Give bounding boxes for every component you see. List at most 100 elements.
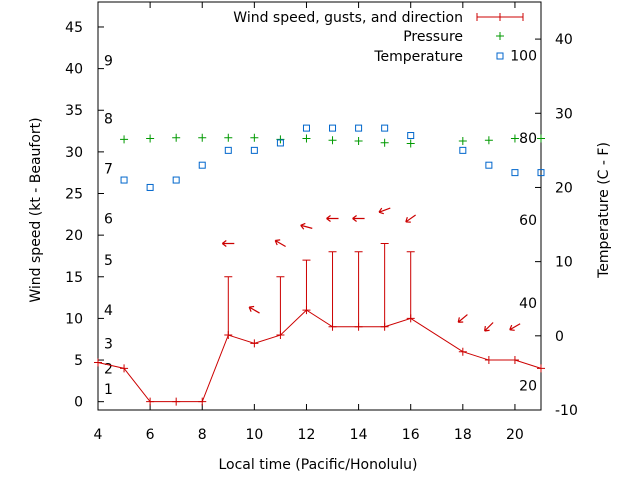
wind-direction-arrow xyxy=(248,305,260,314)
y-right-tick-label: 10 xyxy=(555,255,573,271)
pressure-point xyxy=(224,133,233,142)
pressure-point xyxy=(484,136,493,145)
pressure-point xyxy=(172,133,181,142)
x-tick-label: 8 xyxy=(198,427,207,443)
temperature-point xyxy=(485,161,493,169)
pressure-point xyxy=(302,134,311,143)
legend-swatch-wind xyxy=(476,13,524,21)
pressure-point xyxy=(510,134,519,143)
x-tick-label: 14 xyxy=(350,427,368,443)
wind-speed-point xyxy=(250,339,259,348)
temperature-point xyxy=(172,176,180,184)
wind-gust-bar xyxy=(328,251,337,327)
wind-gust-bar xyxy=(406,251,415,319)
temperature-point xyxy=(146,183,154,191)
wind-gust-bar xyxy=(224,276,233,336)
pressure-point xyxy=(354,137,363,146)
temperature-point xyxy=(459,146,467,154)
y-right-tick-label: 20 xyxy=(555,180,573,196)
y-left-tick-label: 15 xyxy=(65,270,83,286)
temperature-point xyxy=(250,146,258,154)
y-axis-left-label: Wind speed (kt - Beaufort) xyxy=(28,117,44,302)
pressure-point xyxy=(406,139,415,148)
wind-speed-point xyxy=(510,356,519,365)
wind-direction-arrow xyxy=(352,215,365,222)
y-left-tick-label: 30 xyxy=(65,145,83,161)
series-layer xyxy=(94,124,545,406)
y-right-tick-label: 0 xyxy=(555,329,564,345)
wind-speed-point xyxy=(94,358,102,367)
beaufort-label: 5 xyxy=(104,253,113,269)
beaufort-label: 4 xyxy=(104,303,113,319)
y-left-tick-label: 0 xyxy=(74,395,83,411)
beaufort-label: 8 xyxy=(104,112,113,128)
fahrenheit-label: 40 xyxy=(519,296,537,312)
pressure-point xyxy=(328,136,337,145)
wind-direction-arrow xyxy=(405,214,416,223)
legend-label-wind: Wind speed, gusts, and direction xyxy=(233,10,463,26)
pressure-point xyxy=(146,134,155,143)
y-axis-right-label: Temperature (C - F) xyxy=(596,142,612,279)
wind-direction-arrow xyxy=(509,323,521,331)
wind-gust-bar xyxy=(354,251,363,327)
wind-direction-arrow xyxy=(378,207,391,215)
beaufort-label: 6 xyxy=(104,211,113,227)
beaufort-label: 3 xyxy=(104,336,113,352)
legend-swatch-pressure xyxy=(496,32,504,40)
wind-speed-point xyxy=(120,364,129,373)
x-tick-label: 6 xyxy=(146,427,155,443)
pressure-point xyxy=(198,133,207,142)
temperature-point xyxy=(511,169,519,177)
y-left-tick-label: 5 xyxy=(74,353,83,369)
x-axis-label: Local time (Pacific/Honolulu) xyxy=(218,457,417,473)
y-right-tick-label: -10 xyxy=(555,403,578,419)
y-left-tick-label: 45 xyxy=(65,20,83,36)
wind-speed-point xyxy=(172,397,181,406)
y-left-tick-label: 35 xyxy=(65,103,83,119)
wind-direction-arrow xyxy=(274,239,286,247)
wind-gust-bar xyxy=(302,259,311,311)
wind-speed-point xyxy=(458,347,467,356)
fahrenheit-label: 100 xyxy=(510,48,537,64)
pressure-point xyxy=(458,137,467,146)
fahrenheit-label: 80 xyxy=(519,131,537,147)
pressure-point xyxy=(120,135,129,144)
wind-gust-bar xyxy=(380,242,389,327)
legend-label-pressure: Pressure xyxy=(403,29,463,45)
x-tick-label: 4 xyxy=(94,427,103,443)
wind-direction-arrow xyxy=(484,322,494,332)
y-left-tick-label: 20 xyxy=(65,228,83,244)
pressure-point xyxy=(276,135,285,144)
wind-speed-point xyxy=(537,364,545,373)
fahrenheit-label: 20 xyxy=(519,379,537,395)
labels-layer: Local time (Pacific/Honolulu) Wind speed… xyxy=(28,117,612,473)
beaufort-label: 2 xyxy=(104,361,113,377)
wind-direction-arrow xyxy=(221,239,235,247)
wind-direction-arrow xyxy=(326,215,339,222)
beaufort-label: 1 xyxy=(104,382,113,398)
axes-layer: 4 6 8 10 12 14 16 18 20051015202530354045-100102… xyxy=(65,1,578,443)
y-left-tick-label: 10 xyxy=(65,311,83,327)
y-right-tick-label: 40 xyxy=(555,32,573,48)
wind-direction-arrow xyxy=(300,222,313,230)
wind-speed-point xyxy=(198,397,207,406)
temperature-point xyxy=(224,146,232,154)
y-right-tick-label: 30 xyxy=(555,106,573,122)
wind-speed-line xyxy=(97,309,542,403)
temperature-point xyxy=(407,132,415,140)
temperature-point xyxy=(329,124,337,132)
x-tick-label: 18 xyxy=(454,427,472,443)
temperature-point xyxy=(198,161,206,169)
wind-gust-bar xyxy=(276,276,285,336)
temperature-point xyxy=(120,176,128,184)
y-left-tick-label: 25 xyxy=(65,187,83,203)
temperature-point xyxy=(276,139,284,147)
fahrenheit-label: 60 xyxy=(519,213,537,229)
wind-direction-arrow xyxy=(457,314,468,323)
temperature-point xyxy=(302,124,310,132)
x-tick-label: 16 xyxy=(402,427,420,443)
temperature-point xyxy=(355,124,363,132)
legend-label-temperature: Temperature xyxy=(373,49,463,65)
x-tick-label: 12 xyxy=(298,427,316,443)
